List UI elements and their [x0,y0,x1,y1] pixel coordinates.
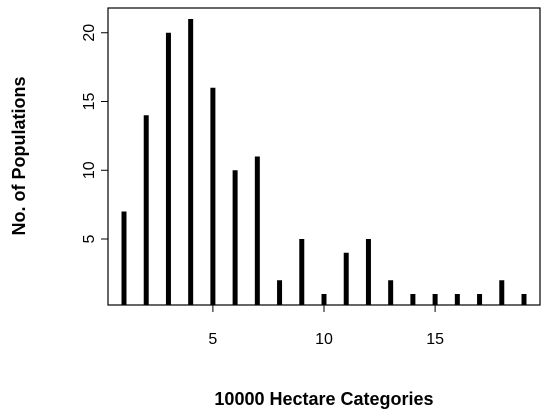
x-tick-label: 15 [426,331,444,348]
y-axis-label: No. of Populations [9,77,29,236]
plot-frame [107,7,541,306]
x-tick-label: 10 [315,331,333,348]
y-tick-label: 10 [81,161,98,179]
y-tick-label: 15 [81,93,98,111]
x-tick-label: 5 [208,331,217,348]
y-tick-label: 20 [81,24,98,42]
y-tick-label: 5 [81,234,98,243]
x-axis-label: 10000 Hectare Categories [214,389,433,409]
